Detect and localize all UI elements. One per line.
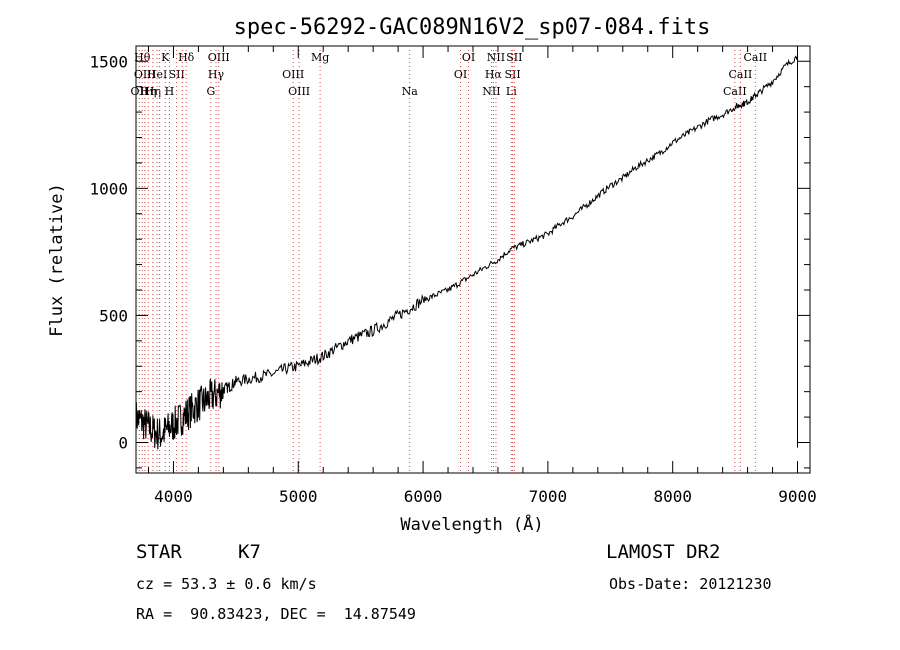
y-tick-label: 1000: [89, 179, 128, 198]
survey-name: LAMOST DR2: [606, 541, 721, 563]
line-marker-label: Hη: [145, 85, 161, 98]
object-subclass: K7: [238, 541, 261, 563]
y-tick-label: 0: [118, 434, 128, 453]
x-tick-label: 5000: [279, 487, 318, 506]
x-tick-label: 6000: [404, 487, 443, 506]
line-marker-label: CaII: [723, 85, 747, 98]
line-marker-label: NII: [487, 51, 505, 64]
coordinates: RA = 90.83423, DEC = 14.87549: [136, 605, 416, 623]
line-marker-label: Hη: [140, 85, 156, 98]
line-marker-label: OIII: [134, 68, 156, 81]
line-marker-label: G: [206, 85, 215, 98]
line-marker-label: Hγ: [208, 68, 225, 81]
line-marker-label: K: [161, 51, 170, 64]
line-marker-label: CaII: [743, 51, 767, 64]
line-marker-label: SII: [504, 68, 520, 81]
x-axis-label: Wavelength (Å): [400, 513, 543, 535]
x-axis-ticks: 4000 5000 6000 7000 8000 9000: [147, 46, 817, 506]
plot-frame: [135, 45, 811, 474]
y-tick-label: 1500: [89, 52, 128, 71]
spectrum-line: [135, 55, 798, 450]
x-tick-label: 9000: [778, 487, 817, 506]
redshift-value: cz = 53.3 ± 0.6 km/s: [136, 575, 317, 593]
x-tick-label: 7000: [529, 487, 568, 506]
line-marker-label: NII: [482, 85, 500, 98]
y-tick-label: 500: [99, 306, 128, 325]
chart-title: spec-56292-GAC089N16V2_sp07-084.fits: [234, 15, 711, 40]
line-marker-label: OIII: [288, 85, 310, 98]
line-marker-label: OII: [131, 85, 149, 98]
spectral-line-markers: OIIHθOIIIHηHηHeIKHSIIHδGHγOIIIOIIIOIIIMg…: [131, 50, 767, 471]
line-marker-label: HeI: [147, 68, 167, 81]
object-class: STAR: [136, 541, 182, 563]
line-marker-label: H: [165, 85, 175, 98]
line-marker-label: Mg: [311, 51, 329, 64]
x-tick-label: 4000: [154, 487, 193, 506]
obs-date: Obs-Date: 20121230: [609, 575, 772, 593]
line-marker-label: OI: [462, 51, 475, 64]
x-tick-label: 8000: [653, 487, 692, 506]
line-marker-label: CaII: [729, 68, 753, 81]
line-marker-label: Li: [506, 85, 517, 98]
y-axis-ticks: 0 500 1000 1500: [89, 52, 810, 469]
line-marker-label: Hα: [485, 68, 503, 81]
y-axis-label: Flux (relative): [47, 183, 67, 337]
line-marker-label: OIII: [208, 51, 230, 64]
line-marker-label: SII: [506, 51, 522, 64]
line-marker-label: OI: [454, 68, 467, 81]
line-marker-label: Na: [402, 85, 419, 98]
line-marker-label: OIII: [282, 68, 304, 81]
line-marker-label: Hδ: [178, 51, 195, 64]
line-marker-label: SII: [169, 68, 185, 81]
